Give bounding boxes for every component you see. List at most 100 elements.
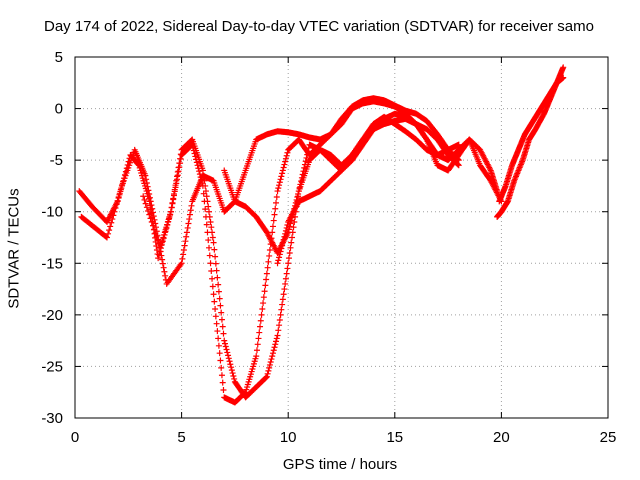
data-point bbox=[162, 272, 169, 279]
data-point bbox=[208, 268, 215, 275]
data-point bbox=[258, 311, 265, 318]
data-point bbox=[263, 373, 270, 380]
data-point bbox=[455, 162, 462, 169]
data-point bbox=[287, 244, 294, 251]
data-point bbox=[140, 193, 147, 200]
data-point bbox=[155, 255, 162, 262]
data-point bbox=[181, 242, 188, 249]
data-point bbox=[263, 276, 270, 283]
data-point bbox=[117, 186, 124, 193]
data-point bbox=[180, 247, 187, 254]
data-point bbox=[254, 341, 261, 348]
data-point bbox=[142, 200, 149, 207]
data-point bbox=[213, 267, 220, 274]
data-point bbox=[276, 317, 283, 324]
data-point bbox=[302, 158, 309, 165]
data-point bbox=[149, 205, 156, 212]
data-point bbox=[227, 361, 234, 368]
data-point bbox=[179, 255, 186, 262]
data-point bbox=[185, 220, 192, 227]
data-point bbox=[279, 242, 286, 249]
data-point bbox=[108, 219, 115, 226]
data-point bbox=[263, 374, 270, 381]
data-point bbox=[229, 370, 236, 377]
data-point bbox=[176, 160, 183, 167]
data-point bbox=[283, 224, 290, 231]
data-point bbox=[279, 296, 286, 303]
data-point bbox=[214, 328, 221, 335]
data-point bbox=[174, 168, 181, 175]
data-point bbox=[151, 226, 158, 233]
data-point bbox=[148, 202, 155, 209]
data-point bbox=[218, 309, 225, 316]
data-point bbox=[281, 161, 288, 168]
data-point bbox=[494, 188, 501, 195]
data-point bbox=[223, 346, 230, 353]
data-point bbox=[196, 171, 203, 178]
data-point bbox=[149, 209, 156, 216]
data-point bbox=[206, 213, 213, 220]
data-point bbox=[288, 239, 295, 246]
data-point bbox=[216, 350, 223, 357]
data-point bbox=[172, 182, 179, 189]
data-point bbox=[304, 148, 311, 155]
data-point bbox=[277, 248, 284, 255]
x-tick-label: 25 bbox=[600, 429, 617, 446]
data-point bbox=[147, 198, 154, 205]
data-point bbox=[211, 246, 218, 253]
data-point bbox=[270, 347, 277, 354]
data-point bbox=[217, 357, 224, 364]
data-point bbox=[143, 179, 150, 186]
data-point bbox=[226, 358, 233, 365]
data-point bbox=[279, 170, 286, 177]
data-point bbox=[560, 74, 567, 81]
data-point bbox=[283, 152, 290, 159]
data-point bbox=[273, 193, 280, 200]
data-point bbox=[153, 233, 160, 240]
data-point bbox=[265, 258, 272, 265]
data-point bbox=[150, 213, 157, 220]
data-point bbox=[211, 298, 218, 305]
data-point bbox=[266, 247, 273, 254]
data-point bbox=[281, 286, 288, 293]
data-point bbox=[279, 167, 286, 174]
data-point bbox=[291, 219, 298, 226]
data-point bbox=[194, 162, 201, 169]
data-point bbox=[560, 64, 567, 71]
data-point bbox=[304, 151, 311, 158]
data-point bbox=[212, 305, 219, 312]
series-track-2 bbox=[78, 95, 462, 287]
data-point bbox=[272, 341, 279, 348]
data-point bbox=[225, 355, 232, 362]
data-point bbox=[167, 208, 174, 215]
data-point bbox=[260, 294, 267, 301]
data-point bbox=[276, 179, 283, 186]
data-point bbox=[216, 295, 223, 302]
data-point bbox=[265, 367, 272, 374]
data-point bbox=[212, 253, 219, 260]
data-point bbox=[186, 216, 193, 223]
data-point bbox=[208, 224, 215, 231]
data-point bbox=[209, 283, 216, 290]
data-point bbox=[286, 249, 293, 256]
data-point bbox=[209, 275, 216, 282]
x-tick-label: 5 bbox=[177, 429, 185, 446]
data-point bbox=[275, 257, 282, 264]
data-point bbox=[270, 217, 277, 224]
data-point bbox=[141, 196, 148, 203]
data-point bbox=[145, 187, 152, 194]
data-point bbox=[184, 224, 191, 231]
data-point bbox=[282, 155, 289, 162]
data-point bbox=[260, 300, 267, 307]
data-point bbox=[289, 234, 296, 241]
data-point bbox=[182, 238, 189, 245]
data-point bbox=[200, 172, 207, 179]
data-point bbox=[283, 270, 290, 277]
data-point bbox=[276, 254, 283, 261]
y-tick-label: 5 bbox=[55, 49, 63, 66]
data-point bbox=[253, 347, 260, 354]
data-point bbox=[275, 327, 282, 334]
data-point bbox=[272, 205, 279, 212]
data-point bbox=[282, 227, 289, 234]
data-point bbox=[278, 173, 285, 180]
